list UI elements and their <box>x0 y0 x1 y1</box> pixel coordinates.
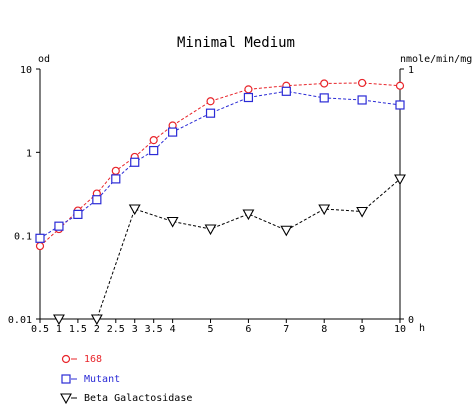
data-point-series-0 <box>206 97 215 106</box>
legend: 168 Mutant Beta Galactosidase <box>60 354 192 405</box>
data-point-series-1 <box>73 209 83 219</box>
data-point-series-1 <box>111 174 121 184</box>
legend-label-2: Beta Galactosidase <box>84 393 192 404</box>
data-point-series-0 <box>111 166 120 175</box>
x-axis-unit-label: h <box>419 323 425 334</box>
legend-marker-2 <box>60 393 72 405</box>
left-tick-label: 0.01 <box>8 315 32 326</box>
left-tick-label: 1 <box>26 148 32 159</box>
data-point-series-1 <box>395 100 405 110</box>
x-tick-label: 2 <box>94 324 100 335</box>
data-point-series-1 <box>319 93 329 103</box>
x-tick-label: 0.5 <box>31 324 49 335</box>
x-tick-label: 9 <box>359 324 365 335</box>
x-tick-label: 4 <box>170 324 176 335</box>
data-point-series-1 <box>130 157 140 167</box>
data-point-series-1 <box>205 108 216 118</box>
data-point-series-2 <box>128 204 141 216</box>
series-line-1 <box>39 90 401 239</box>
data-point-series-2 <box>53 314 65 326</box>
x-tick-label: 1 <box>56 324 62 335</box>
series-line-2 <box>58 178 401 320</box>
data-point-series-2 <box>280 225 293 237</box>
x-tick-label: 1.5 <box>69 324 87 335</box>
x-tick-label: 2.5 <box>107 324 125 335</box>
data-point-series-1 <box>243 92 254 103</box>
x-tick-label: 3.5 <box>145 324 163 335</box>
legend-marker-1 <box>61 374 71 384</box>
data-point-series-0 <box>35 241 45 251</box>
data-point-series-0 <box>244 85 253 94</box>
data-point-series-1 <box>35 233 45 243</box>
legend-label-0: 168 <box>84 354 102 365</box>
right-tick-label: 0 <box>408 315 414 326</box>
data-point-series-1 <box>168 127 178 137</box>
chart-title: Minimal Medium <box>177 35 295 51</box>
data-point-series-0 <box>395 81 405 90</box>
data-point-series-2 <box>204 224 217 236</box>
x-tick-label: 8 <box>321 324 327 335</box>
right-axis-label: nmole/min/mg <box>400 54 472 65</box>
legend-label-1: Mutant <box>84 374 120 385</box>
data-point-series-2 <box>356 206 369 218</box>
data-point-series-2 <box>166 216 179 228</box>
data-point-series-1 <box>281 86 291 96</box>
data-point-series-2 <box>242 209 255 221</box>
data-point-series-1 <box>149 145 159 156</box>
legend-marker-0 <box>61 354 71 364</box>
data-point-series-0 <box>149 136 158 145</box>
x-tick-label: 5 <box>208 324 214 335</box>
left-tick-label: 10 <box>20 65 32 76</box>
data-point-series-0 <box>358 78 367 88</box>
left-axis-label: od <box>38 54 50 65</box>
x-tick-label: 7 <box>283 324 289 335</box>
x-tick-label: 3 <box>132 324 138 335</box>
data-point-series-1 <box>54 221 64 231</box>
x-tick-label: 10 <box>394 324 406 335</box>
left-tick-label: 0.1 <box>14 232 32 243</box>
right-tick-label: 1 <box>408 65 414 76</box>
data-point-series-2 <box>394 174 406 186</box>
data-point-series-0 <box>320 79 329 88</box>
series-line-0 <box>39 82 401 247</box>
x-tick-label: 6 <box>245 324 251 335</box>
data-point-series-1 <box>357 95 367 105</box>
data-point-series-2 <box>318 204 331 216</box>
data-point-series-2 <box>90 314 103 326</box>
data-point-series-1 <box>92 195 102 205</box>
